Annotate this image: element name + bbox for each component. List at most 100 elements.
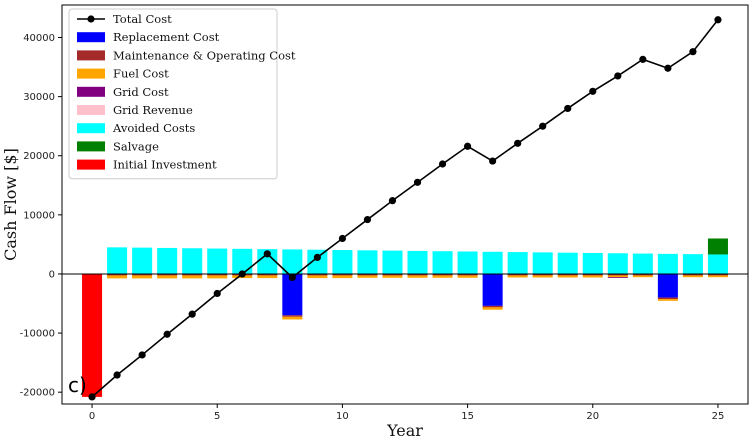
legend-swatch	[77, 86, 105, 97]
total-cost-point-year-9	[313, 253, 321, 262]
bar-maintenance-operating-cost-year-11	[357, 273, 378, 276]
bar-fuel-cost-year-1	[107, 275, 128, 279]
bar-fuel-cost-year-2	[132, 275, 153, 279]
y-tick-label: 0	[49, 269, 55, 280]
total-cost-point-year-7	[263, 250, 271, 258]
bar-avoided-costs-year-7	[257, 249, 278, 274]
bar-fuel-cost-year-17	[507, 275, 528, 278]
bar-maintenance-operating-cost-year-9	[307, 273, 328, 276]
total-cost-point-year-13	[413, 178, 422, 186]
total-cost-line-layer	[88, 16, 722, 401]
bar-salvage-year-25	[707, 238, 728, 255]
bar-avoided-costs-year-20	[582, 252, 603, 274]
bar-avoided-costs-year-8	[282, 249, 303, 274]
legend: Total Cost Replacement Cost Maintenance & …	[68, 8, 296, 180]
bar-avoided-costs-year-5	[207, 248, 228, 274]
legend-swatch	[77, 68, 105, 79]
bar-avoided-costs-year-4	[182, 248, 203, 274]
bar-fuel-cost-year-11	[357, 275, 378, 278]
y-tick-label: 10000	[23, 210, 55, 221]
bar-avoided-costs-year-22	[632, 253, 653, 274]
bar-maintenance-operating-cost-year-19	[557, 273, 578, 276]
legend-entry-label: Grid Revenue	[113, 103, 193, 117]
bar-maintenance-operating-cost-year-23	[657, 297, 678, 300]
total-cost-point-year-15	[463, 142, 472, 150]
total-cost-point-year-20	[589, 87, 597, 95]
bar-maintenance-operating-cost-year-7	[257, 273, 278, 276]
bar-maintenance-operating-cost-year-17	[507, 273, 528, 276]
bar-fuel-cost-year-20	[582, 275, 603, 278]
bar-fuel-cost-year-4	[182, 275, 203, 279]
bar-layer	[82, 238, 728, 397]
bar-avoided-costs-year-1	[107, 247, 128, 274]
bar-maintenance-operating-cost-year-8	[282, 315, 303, 317]
bar-grid-cost-year-21	[607, 277, 628, 279]
bar-maintenance-operating-cost-year-15	[457, 273, 478, 276]
bar-fuel-cost-year-23	[657, 299, 678, 301]
bar-avoided-costs-year-16	[482, 251, 503, 274]
total-cost-point-year-2	[138, 351, 146, 359]
total-cost-point-year-21	[614, 72, 622, 80]
y-tick-label: 20000	[23, 151, 55, 162]
total-cost-point-year-11	[363, 215, 372, 224]
bar-avoided-costs-year-19	[557, 252, 578, 274]
bar-avoided-costs-year-18	[532, 252, 553, 274]
x-tick-label: 5	[214, 411, 220, 422]
total-cost-point-year-23	[664, 64, 672, 72]
bar-avoided-costs-year-9	[307, 249, 328, 274]
bar-fuel-cost-year-10	[332, 275, 353, 279]
total-cost-point-year-0	[88, 393, 96, 401]
bar-maintenance-operating-cost-year-22	[632, 273, 653, 276]
bar-fuel-cost-year-3	[157, 275, 178, 279]
x-tick-label: 15	[461, 411, 474, 422]
y-tick-label: -20000	[20, 388, 55, 399]
bar-fuel-cost-year-13	[407, 275, 428, 278]
legend-swatch	[77, 105, 105, 115]
bar-avoided-costs-year-12	[382, 250, 403, 274]
legend-entry-label: Initial Investment	[113, 158, 217, 172]
legend-entry-label: Maintenance & Operating Cost	[113, 48, 296, 62]
bar-avoided-costs-year-17	[507, 252, 528, 274]
total-cost-point-year-12	[388, 197, 397, 205]
bar-maintenance-operating-cost-year-4	[182, 273, 203, 276]
total-cost-point-year-14	[438, 160, 447, 168]
bar-maintenance-operating-cost-year-25	[707, 273, 728, 276]
y-tick-label: 30000	[23, 92, 55, 103]
total-cost-point-year-10	[338, 234, 347, 243]
total-cost-point-year-17	[514, 139, 522, 147]
bar-maintenance-operating-cost-year-10	[332, 273, 353, 276]
bar-maintenance-operating-cost-year-18	[532, 273, 553, 276]
bar-fuel-cost-year-22	[632, 275, 653, 278]
bar-fuel-cost-year-15	[457, 275, 478, 278]
bar-maintenance-operating-cost-year-21	[607, 273, 628, 276]
bar-fuel-cost-year-5	[207, 275, 228, 279]
y-tick-label: 40000	[23, 33, 55, 44]
bar-maintenance-operating-cost-year-5	[207, 273, 228, 276]
x-tick-label: 10	[336, 411, 349, 422]
legend-swatch	[77, 50, 105, 61]
x-tick-label: 20	[586, 411, 599, 422]
bar-avoided-costs-year-21	[607, 253, 628, 274]
bar-fuel-cost-year-18	[532, 275, 553, 278]
total-cost-point-year-25	[714, 16, 722, 24]
total-cost-point-year-8	[288, 273, 296, 282]
total-cost-point-year-1	[113, 371, 121, 379]
legend-swatch	[77, 32, 105, 43]
legend-entry-label: Avoided Costs	[112, 121, 195, 135]
total-cost-line	[91, 19, 719, 398]
bar-avoided-costs-year-14	[432, 251, 453, 274]
y-tick-label: -10000	[20, 329, 55, 340]
total-cost-point-year-5	[213, 289, 221, 298]
bar-maintenance-operating-cost-year-13	[407, 273, 428, 276]
bar-maintenance-operating-cost-year-14	[432, 273, 453, 276]
legend-box	[68, 8, 278, 180]
bar-fuel-cost-year-8	[282, 316, 303, 320]
bar-maintenance-operating-cost-year-20	[582, 273, 603, 276]
bar-fuel-cost-year-12	[382, 275, 403, 278]
bar-fuel-cost-year-14	[432, 275, 453, 278]
bar-replacement-cost-year-16	[482, 273, 503, 306]
y-axis-label: Cash Flow [$]	[1, 148, 20, 261]
bar-avoided-costs-year-2	[132, 247, 153, 274]
total-cost-point-year-24	[689, 48, 697, 56]
bar-fuel-cost-year-7	[257, 275, 278, 279]
